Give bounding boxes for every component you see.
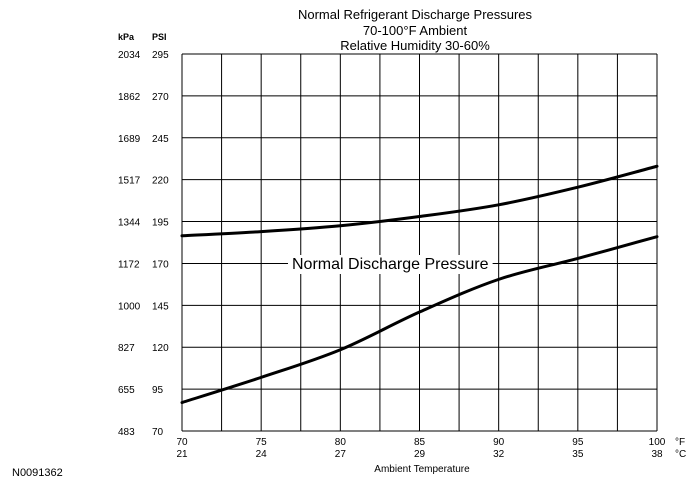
y-tick-label-kpa: 1689 [118,134,141,145]
band-label-backdrop [288,255,493,274]
chart-title-line-3: Relative Humidity 30-60% [340,38,490,53]
x-unit-f: °F [675,437,685,448]
series-line-upper-limit [180,164,659,238]
y-tick-label-kpa: 1000 [118,301,141,312]
y-tick-label-psi: 245 [152,134,169,145]
x-tick-label-c: 32 [493,449,505,460]
y-tick-label-psi: 195 [152,218,169,229]
x-tick-label-f: 75 [256,437,268,448]
series [180,164,659,405]
y-unit-kpa: kPa [118,32,135,42]
chart-title: Normal Refrigerant Discharge Pressures 7… [298,7,533,53]
x-tick-label-f: 100 [649,437,666,448]
x-tick-label-c: 21 [176,449,188,460]
chart-title-line-2: 70-100°F Ambient [363,23,468,38]
series-line-lower-limit [180,235,659,405]
x-tick-label-c: 29 [414,449,426,460]
y-tick-label-psi: 295 [152,50,169,61]
x-tick-label-f: 70 [176,437,188,448]
y-tick-label-psi: 220 [152,176,169,187]
y-tick-label-kpa: 1517 [118,176,141,187]
y-tick-label-kpa: 1172 [118,259,140,270]
y-unit-psi: PSI [152,32,167,42]
y-tick-label-psi: 270 [152,92,169,103]
x-tick-label-f: 90 [493,437,505,448]
x-axis-title: Ambient Temperature [374,464,470,475]
chart-title-line-1: Normal Refrigerant Discharge Pressures [298,7,533,22]
y-tick-labels: 483 70 655 95 827 120 1000 145 1172 170 1344 195 151… [118,50,169,438]
x-unit-c: °C [675,449,686,460]
x-tick-label-f: 85 [414,437,426,448]
y-tick-label-psi: 170 [152,259,169,270]
x-tick-label-c: 35 [572,449,584,460]
y-tick-label-kpa: 827 [118,343,135,354]
y-tick-label-psi: 145 [152,301,169,312]
x-tick-label-c: 38 [651,449,663,460]
grid [181,53,658,432]
y-tick-label-psi: 70 [152,427,164,438]
band-label: Normal Discharge Pressure [292,256,489,273]
y-tick-label-kpa: 1344 [118,218,141,229]
y-tick-label-kpa: 655 [118,385,135,396]
y-tick-label-kpa: 1862 [118,92,141,103]
x-tick-label-f: 80 [335,437,347,448]
y-tick-label-psi: 120 [152,343,169,354]
x-tick-label-c: 27 [335,449,347,460]
x-tick-label-c: 24 [256,449,268,460]
y-tick-label-kpa: 483 [118,427,135,438]
x-tick-label-f: 95 [572,437,584,448]
y-tick-label-kpa: 2034 [118,50,141,61]
figure-id: N0091362 [12,467,63,479]
y-tick-label-psi: 95 [152,385,164,396]
